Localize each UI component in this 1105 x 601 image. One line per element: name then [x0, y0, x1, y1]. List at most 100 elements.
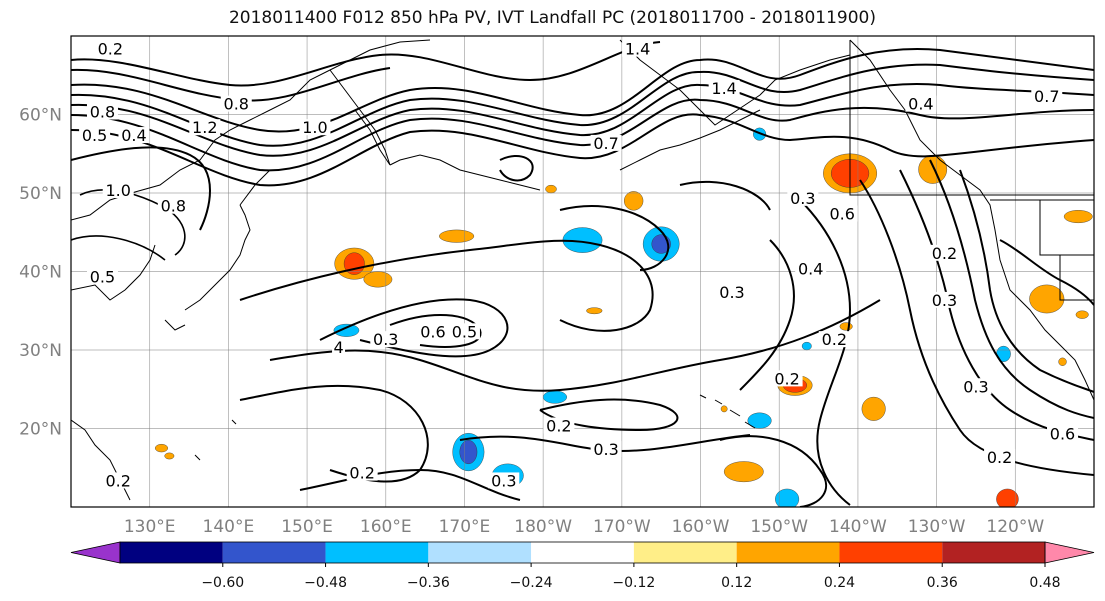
pc-shading-blob: [918, 155, 948, 184]
colorbar-max-extend: [1044, 541, 1095, 564]
colorbar-tick-label: −0.12: [612, 575, 655, 591]
contour-label: 0.3: [593, 440, 618, 459]
contour-label-bg: [928, 244, 960, 261]
contour-label: 0.6: [1050, 424, 1075, 443]
colorbar-tick-label: −0.60: [201, 575, 244, 591]
colorbar-tick-label: −0.36: [407, 575, 450, 591]
longitude-label: 170°E: [439, 517, 491, 537]
contour-label: 0.8: [161, 197, 186, 216]
colorbar-frame: [119, 541, 1046, 564]
contour-labels: 0.2 1.4 0.8 0.8 1.2 0.5 0.4 1.0 1.0 0.8 0.7 1.4 0.3 0…: [79, 40, 1079, 490]
contour-label-bg: [86, 268, 118, 285]
longitude-label: 140°W: [829, 517, 887, 537]
longitude-label: 130°W: [908, 517, 966, 537]
contour-label: 0.6: [829, 205, 854, 224]
contour-label-bg: [928, 291, 960, 308]
colorbar-segment: [942, 542, 1045, 563]
contour-label: 0.6: [420, 322, 445, 341]
colorbar-segment: [531, 542, 634, 563]
pc-shading-blob: [155, 444, 168, 453]
pc-shading-blob: [439, 229, 475, 243]
pc-shading-blob: [801, 341, 812, 351]
contour-label: 0.3: [932, 291, 957, 310]
contour-label-bg: [787, 189, 819, 206]
contour-label-bg: [826, 205, 858, 222]
contour-label-bg: [346, 464, 378, 481]
contour-label: 0.2: [349, 464, 374, 483]
colorbar-tick-label: 0.12: [721, 575, 752, 591]
contour-label: 0.8: [224, 95, 249, 114]
contour-label-bg: [79, 127, 111, 144]
contour-label-bg: [94, 40, 126, 57]
colorbar-tick-labels: −0.60 −0.48 −0.36 −0.24 −0.12 0.12 0.24 0.36 0.4…: [201, 575, 1060, 591]
contour-label-bg: [590, 134, 622, 151]
pc-shading-blob: [1063, 210, 1093, 224]
contour-label: 0.2: [822, 330, 847, 349]
contour-label: 0.2: [774, 369, 799, 388]
contour-label-bg: [716, 284, 748, 301]
latitude-label: 20°N: [19, 420, 62, 440]
pc-shading-blob: [720, 405, 728, 413]
contour-label-bg: [771, 370, 803, 387]
longitude-label: 130°E: [124, 517, 176, 537]
contour-label-bg: [86, 103, 118, 120]
pc-shading-blob: [542, 390, 567, 404]
pc-shading-blob: [1058, 357, 1067, 366]
contour-label: 0.5: [90, 267, 115, 286]
colorbar-tick-label: 0.48: [1029, 575, 1060, 591]
contour-label: 1.0: [105, 181, 130, 200]
pc-shading-blob: [624, 191, 644, 211]
contour-label-bg: [370, 331, 402, 348]
colorbar-min-extend: [70, 541, 121, 564]
colorbar-segment: [633, 542, 737, 563]
longitude-label: 160°W: [672, 517, 730, 537]
colorbar-segment: [736, 542, 840, 563]
longitude-label: 120°W: [986, 517, 1044, 537]
colorbar-segment: [839, 542, 943, 563]
latitude-label: 50°N: [19, 184, 62, 204]
pc-shading-blob: [459, 440, 478, 465]
contour-label-bg: [795, 260, 827, 277]
contour-label-bg: [960, 378, 992, 395]
pc-shading-blob: [363, 271, 393, 288]
colorbar-segment: [428, 542, 532, 563]
contour-label-bg: [1031, 87, 1063, 104]
contour-label-bg: [448, 323, 480, 340]
contour-label: 0.4: [121, 126, 146, 145]
contour-label-bg: [220, 95, 252, 112]
contour-label-bg: [488, 472, 520, 489]
contour-label: 0.3: [373, 330, 398, 349]
contour-label-bg: [417, 323, 449, 340]
contour-label: 1.4: [711, 79, 736, 98]
contour-label-bg: [1047, 425, 1079, 442]
contour-label-bg: [905, 95, 937, 112]
longitude-label: 180°W: [514, 517, 572, 537]
longitude-label: 160°E: [360, 517, 412, 537]
longitude-label: 150°W: [750, 517, 808, 537]
pc-shading-blob: [164, 452, 175, 460]
contour-label: 0.7: [593, 134, 618, 153]
contour-label: 0.4: [798, 260, 823, 279]
contour-label-bg: [332, 339, 346, 355]
colorbar: [70, 541, 1095, 567]
contour-label-bg: [102, 472, 134, 489]
contour-label-bg: [590, 441, 622, 458]
contour-label: 0.2: [932, 244, 957, 263]
contour-label-bg: [118, 127, 150, 144]
contour-label: 0.5: [452, 322, 477, 341]
colorbar-tick-label: −0.48: [304, 575, 347, 591]
contour-label-bg: [984, 448, 1016, 465]
contour-label: 0.2: [546, 417, 571, 436]
pc-shading-blob: [723, 461, 764, 483]
contour-label: 0.4: [908, 95, 933, 114]
contour-label: 0.3: [790, 189, 815, 208]
contour-label-bg: [299, 119, 331, 136]
contour-label-bg: [708, 79, 740, 96]
contour-label-bg: [818, 331, 850, 348]
longitude-label: 140°E: [203, 517, 255, 537]
pc-shading-blob: [996, 488, 1019, 507]
map-title: 2018011400 F012 850 hPa PV, IVT Landfall…: [228, 8, 876, 28]
contour-label: 0.3: [719, 283, 744, 302]
contour-label-bg: [189, 119, 221, 136]
